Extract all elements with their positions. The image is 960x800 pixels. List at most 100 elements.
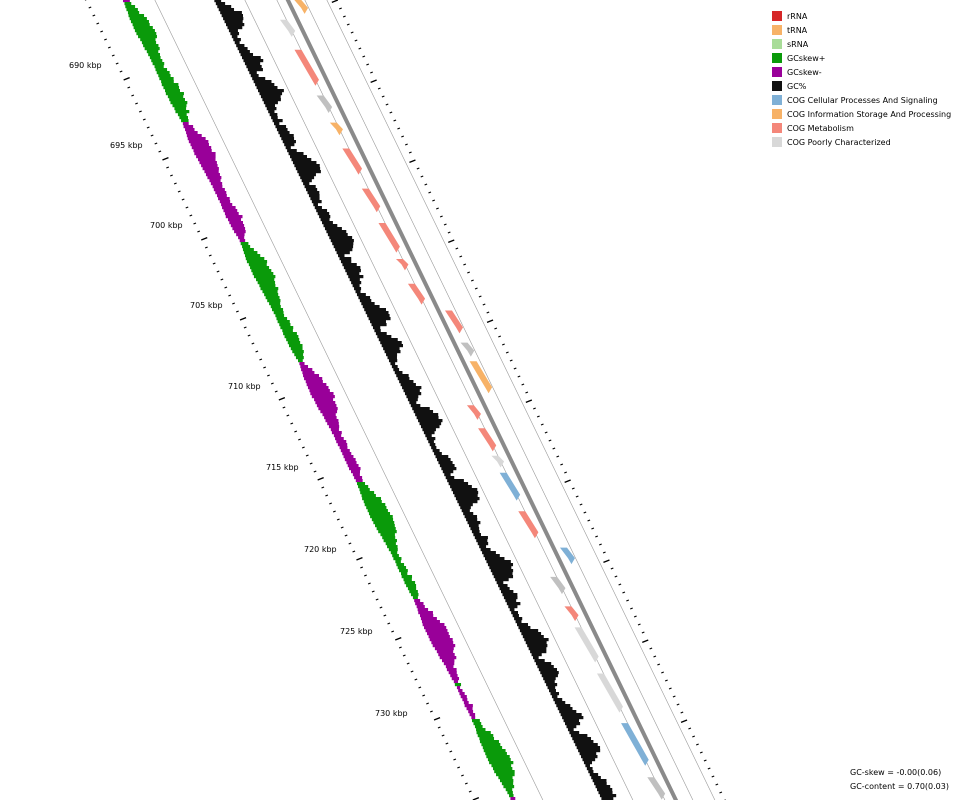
gc-skew-negative-bar — [324, 416, 337, 420]
gc-skew-positive-bar — [148, 53, 161, 57]
gc-content-bar — [594, 782, 607, 786]
cog-metabolism-gene — [342, 148, 363, 175]
outer-scale-tick — [653, 655, 657, 658]
outer-scale-tick — [664, 679, 668, 682]
gc-skew-negative-bar — [419, 614, 434, 618]
gc-content-bar — [226, 23, 245, 27]
gc-content-bar — [583, 761, 593, 765]
outer-scale-tick — [346, 23, 350, 26]
gc-content-bar — [260, 95, 281, 99]
gc-content-bar — [441, 467, 457, 471]
scale-tick — [379, 606, 383, 609]
scale-tick — [200, 236, 208, 241]
gc-skew-negative-bar — [320, 410, 338, 414]
gc-content-bar — [356, 293, 366, 297]
legend-label-gc-percent: GC% — [787, 81, 807, 91]
gc-content-bar — [403, 389, 420, 393]
gc-skew-positive-bar — [494, 770, 515, 774]
gc-content-bar — [490, 569, 514, 573]
gc-content-bar — [569, 731, 580, 735]
gc-content-bar — [482, 551, 496, 555]
outer-scale-tick — [688, 727, 692, 730]
gc-content-bar — [284, 143, 295, 147]
gc-skew-positive-bar — [282, 329, 293, 333]
gc-content-bar — [370, 320, 386, 324]
genome-backbone — [285, 0, 679, 800]
gc-content-bar — [450, 485, 472, 489]
axis-label-730-kbp: 730 kbp — [375, 709, 408, 718]
gc-skew-positive-bar — [358, 485, 369, 489]
gc-skew-negative-bar — [201, 164, 218, 168]
gc-skew-positive-bar — [286, 338, 300, 342]
outer-scale-tick — [695, 743, 699, 746]
scale-tick — [433, 716, 441, 721]
outer-scale-tick — [362, 55, 366, 58]
cog-metabolism-gene — [361, 188, 381, 213]
outer-scale-tick — [719, 791, 723, 794]
outer-scale-tick — [370, 79, 377, 84]
legend-label-cog-cellular: COG Cellular Processes And Signaling — [787, 95, 938, 105]
legend-label-rrna: rRNA — [787, 11, 808, 21]
gc-content-bar — [288, 152, 304, 156]
gc-skew-positive-bar — [477, 734, 494, 738]
outer-scale-tick — [401, 135, 405, 138]
gc-content-bar — [492, 572, 513, 576]
outer-scale-tick — [482, 303, 486, 306]
gc-content-bar — [316, 209, 328, 213]
outer-scale-tick — [342, 15, 346, 18]
outer-scale-tick — [486, 319, 494, 324]
gc-content-bar — [371, 323, 387, 327]
gc-skew-positive-bar — [376, 527, 396, 531]
gc-content-bar — [263, 101, 278, 105]
gc-skew-positive-bar — [256, 278, 275, 282]
gc-skew-negative-bar — [350, 470, 361, 474]
gc-content-bar — [214, 0, 222, 3]
gc-content-bar — [236, 44, 245, 48]
outer-scale-tick — [358, 47, 362, 50]
gc-skew-negative-bar — [219, 200, 231, 204]
gc-skew-negative-bar — [199, 161, 217, 165]
scale-tick — [294, 430, 298, 433]
gc-content-bar — [388, 359, 398, 363]
gc-content-bar — [447, 479, 464, 483]
kbp-scale-ticks — [84, 0, 480, 800]
gc-content-bar — [560, 713, 582, 717]
gc-skew-negative-bar — [468, 710, 474, 714]
gc-content-bar — [582, 758, 596, 762]
scale-tick — [208, 254, 212, 257]
gc-skew-negative-bar — [302, 371, 315, 375]
gc-skew-positive-bar — [410, 593, 419, 597]
gc-content-bar — [281, 137, 295, 141]
gc-skew-positive-bar — [481, 743, 501, 747]
gc-content-bar — [534, 659, 545, 663]
gc-content-bar — [508, 605, 518, 609]
gc-content-bar — [467, 521, 481, 525]
gc-skew-positive-bar — [485, 752, 507, 756]
outer-scale-tick — [409, 159, 416, 164]
gc-skew-positive-bar — [479, 740, 499, 744]
scale-tick — [367, 582, 371, 585]
gc-content-bar — [511, 611, 519, 615]
gc-content-bar — [512, 614, 519, 618]
outer-scale-tick — [467, 271, 470, 274]
gc-content-bar — [351, 281, 362, 285]
gc-skew-negative-bar — [344, 458, 356, 462]
outer-scale-tick — [633, 615, 637, 618]
gc-skew-positive-bar — [399, 569, 408, 573]
scale-tick — [212, 262, 216, 265]
gc-content-bar — [259, 92, 283, 96]
gc-content-bar — [468, 524, 479, 528]
gc-skew-positive-bar — [167, 95, 184, 99]
unassigned-gene — [647, 777, 666, 800]
gc-content-bar — [517, 623, 529, 627]
gc-content-bar — [422, 428, 436, 432]
gc-content-bar — [224, 20, 243, 24]
gc-skew-negative-bar — [343, 455, 354, 459]
cog-information-gene — [329, 122, 343, 136]
gc-skew-positive-bar — [174, 107, 187, 111]
gc-content-bar — [519, 629, 539, 633]
gc-skew-positive-bar — [407, 587, 417, 591]
gc-skew-negative-bar — [339, 446, 348, 450]
gc-content-bar — [342, 263, 357, 267]
gc-content-bar — [501, 590, 514, 594]
